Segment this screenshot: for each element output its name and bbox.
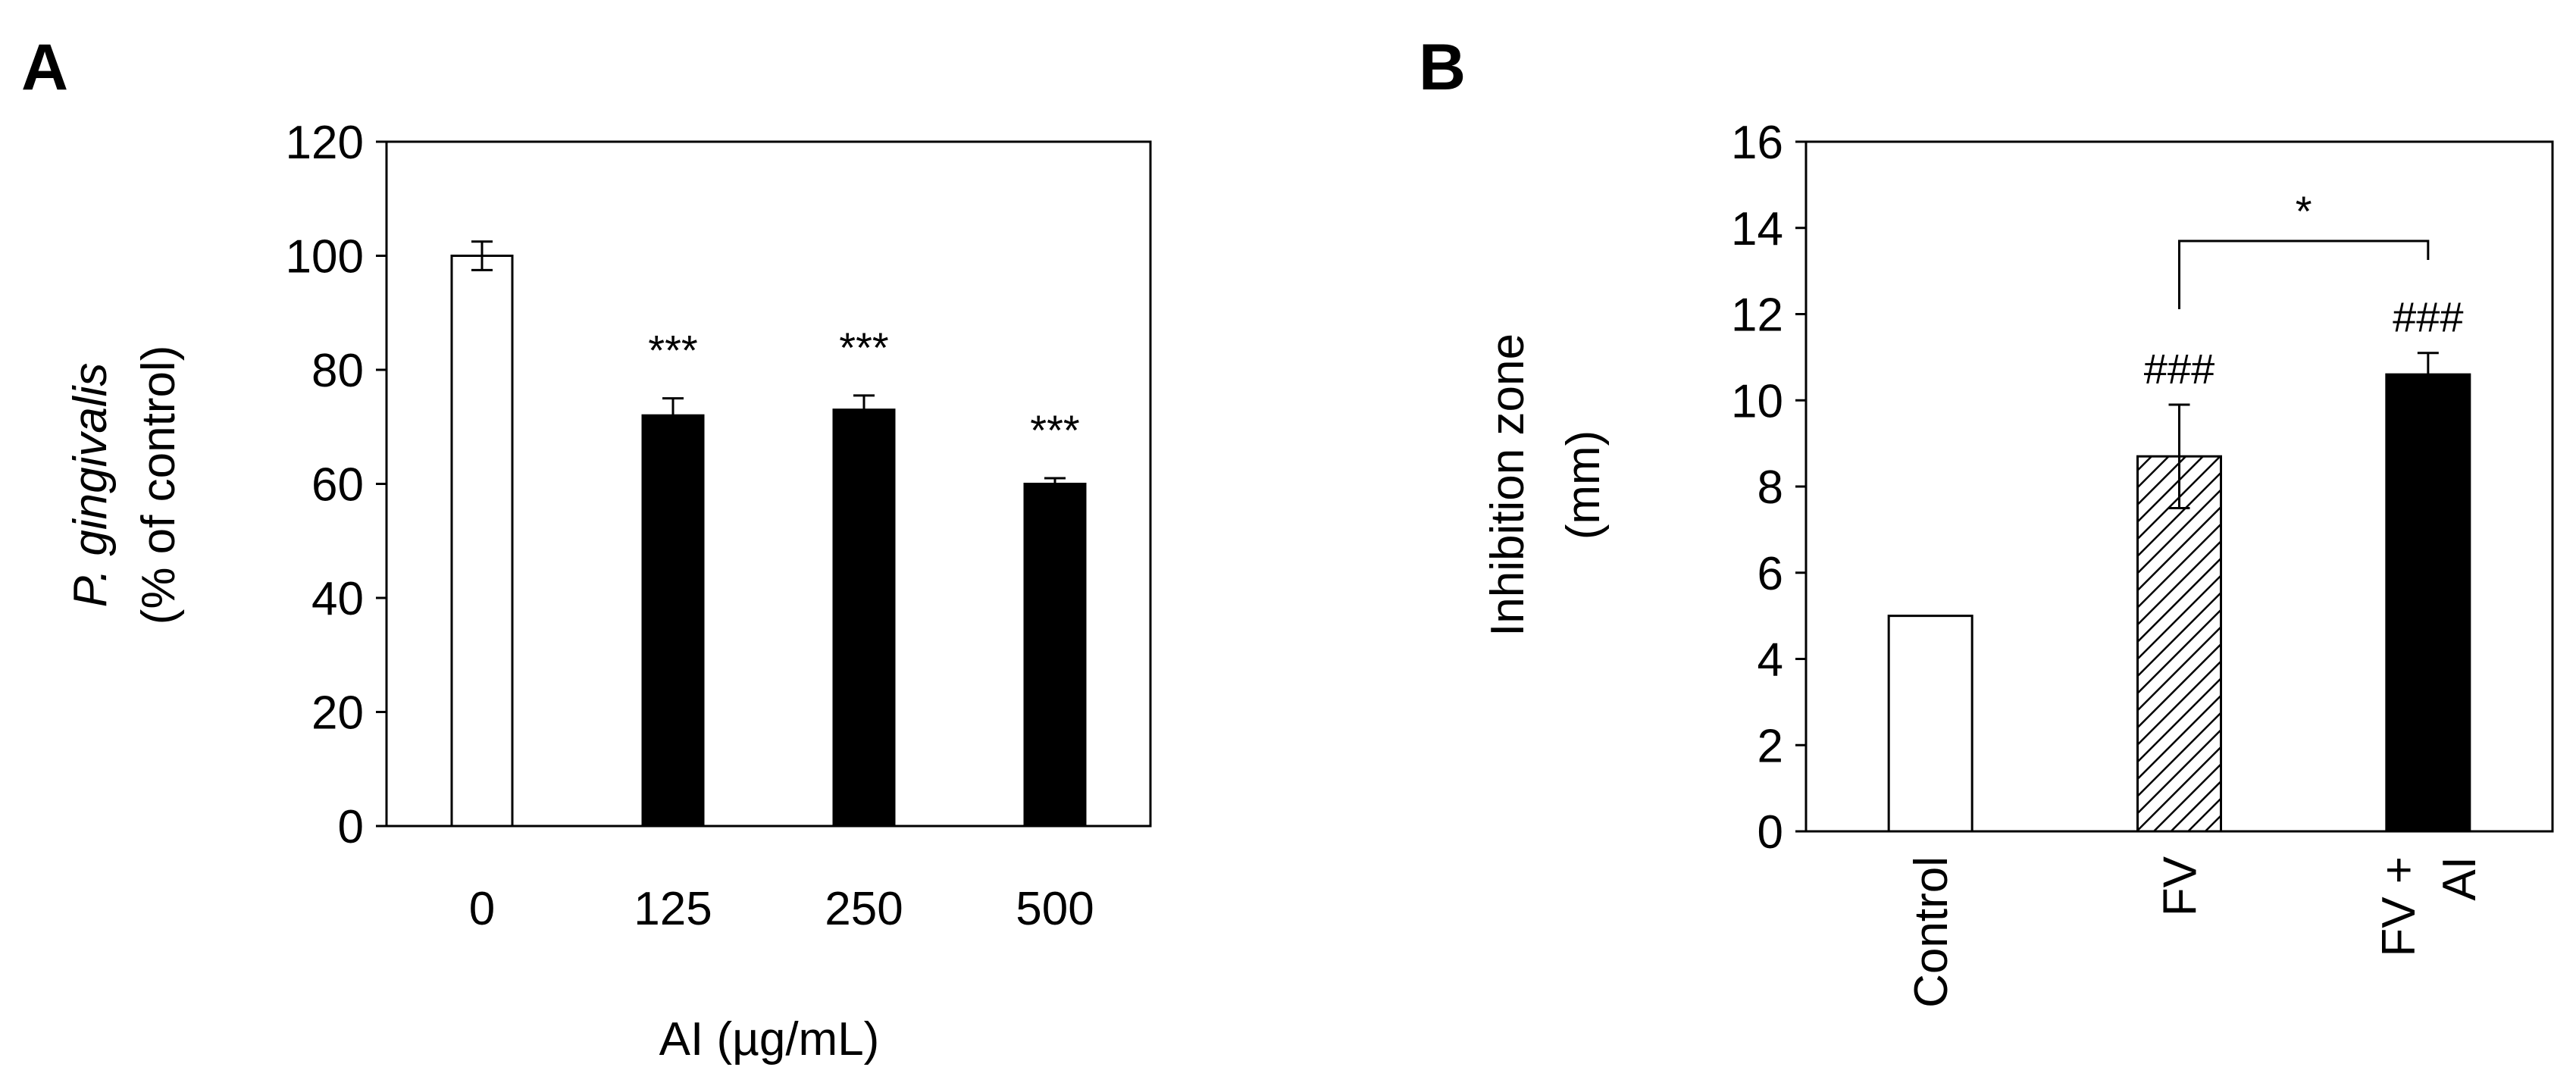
panel-label-a: A bbox=[21, 31, 68, 104]
bars-a: *** *** *** bbox=[450, 240, 1087, 828]
y-axis-a: 0 20 40 60 80 100 120 bbox=[286, 117, 387, 853]
y-axis-b: 0 2 4 6 8 10 12 14 16 bbox=[1731, 117, 1806, 859]
x-tick-label: 0 bbox=[469, 883, 495, 935]
y-tick-label: 4 bbox=[1758, 634, 1783, 687]
error-bar bbox=[1044, 477, 1066, 491]
x-tick-label: 125 bbox=[634, 883, 712, 935]
y-tick-label: 6 bbox=[1758, 548, 1783, 600]
y-tick-label: 120 bbox=[286, 117, 364, 169]
y-tick-label: 2 bbox=[1758, 720, 1783, 772]
y-tick-label: 10 bbox=[1731, 375, 1783, 427]
y-tick-label: 14 bbox=[1731, 203, 1783, 255]
svg-text:FV +: FV + bbox=[2373, 856, 2425, 957]
y-tick-label: 0 bbox=[338, 801, 364, 853]
x-tick-label: 250 bbox=[825, 883, 903, 935]
y-tick-label: 0 bbox=[1758, 806, 1783, 859]
bars-b: ### ### bbox=[1887, 293, 2471, 833]
panel-a: A 0 20 40 60 80 100 120 *** *** *** 0 125 250 500 P… bbox=[21, 31, 1152, 1066]
error-bar bbox=[471, 240, 493, 271]
bar bbox=[641, 414, 705, 828]
y-axis-title-a-line2: (% of control) bbox=[133, 346, 185, 625]
bracket-label: * bbox=[2296, 187, 2312, 235]
y-axis-title-b-line1: Inhibition zone bbox=[1482, 333, 1534, 637]
x-axis-a: 0 125 250 500 bbox=[469, 883, 1094, 935]
y-tick-label: 20 bbox=[311, 687, 364, 740]
error-bar bbox=[2168, 403, 2190, 509]
bar bbox=[2385, 373, 2471, 833]
y-tick-label: 60 bbox=[311, 459, 364, 512]
x-tick-label: 500 bbox=[1016, 883, 1094, 935]
x-axis-title-a: AI (µg/mL) bbox=[659, 1013, 880, 1066]
x-tick-label: Control bbox=[1905, 856, 1958, 1008]
error-bar bbox=[853, 394, 875, 425]
significance-label: *** bbox=[1030, 406, 1079, 454]
y-tick-label: 80 bbox=[311, 345, 364, 397]
bar bbox=[450, 255, 514, 828]
y-tick-label: 12 bbox=[1731, 289, 1783, 342]
significance-label: *** bbox=[648, 327, 697, 374]
y-tick-label: 8 bbox=[1758, 462, 1783, 514]
y-axis-title-a-line1: P. gingivalis bbox=[64, 363, 117, 608]
x-tick-label: FV bbox=[2155, 856, 2207, 916]
error-bar bbox=[662, 397, 684, 434]
significance-label: ### bbox=[2144, 345, 2214, 393]
bar bbox=[2136, 455, 2222, 833]
y-axis-title-b-line2: (mm) bbox=[1557, 430, 1610, 540]
significance-label: ### bbox=[2393, 293, 2463, 341]
panel-b: B 0 2 4 6 8 10 12 14 16 ### ### Control FV FV + AI *… bbox=[1419, 31, 2554, 1008]
error-bar bbox=[2417, 352, 2439, 398]
y-tick-label: 16 bbox=[1731, 117, 1783, 169]
significance-bracket: * bbox=[2178, 187, 2430, 309]
bracket-line bbox=[2178, 239, 2430, 309]
y-tick-label: 100 bbox=[286, 231, 364, 283]
svg-text:Control: Control bbox=[1905, 856, 1958, 1008]
bar bbox=[1887, 615, 1973, 833]
x-tick-label: FV + AI bbox=[2373, 856, 2486, 957]
panel-label-b: B bbox=[1419, 31, 1466, 104]
significance-label: *** bbox=[839, 324, 888, 371]
svg-text:AI: AI bbox=[2434, 856, 2486, 901]
bar bbox=[832, 408, 896, 828]
bar bbox=[1023, 483, 1087, 828]
y-tick-label: 40 bbox=[311, 573, 364, 625]
svg-text:FV: FV bbox=[2155, 856, 2207, 916]
x-axis-b: Control FV FV + AI bbox=[1905, 856, 2486, 1008]
